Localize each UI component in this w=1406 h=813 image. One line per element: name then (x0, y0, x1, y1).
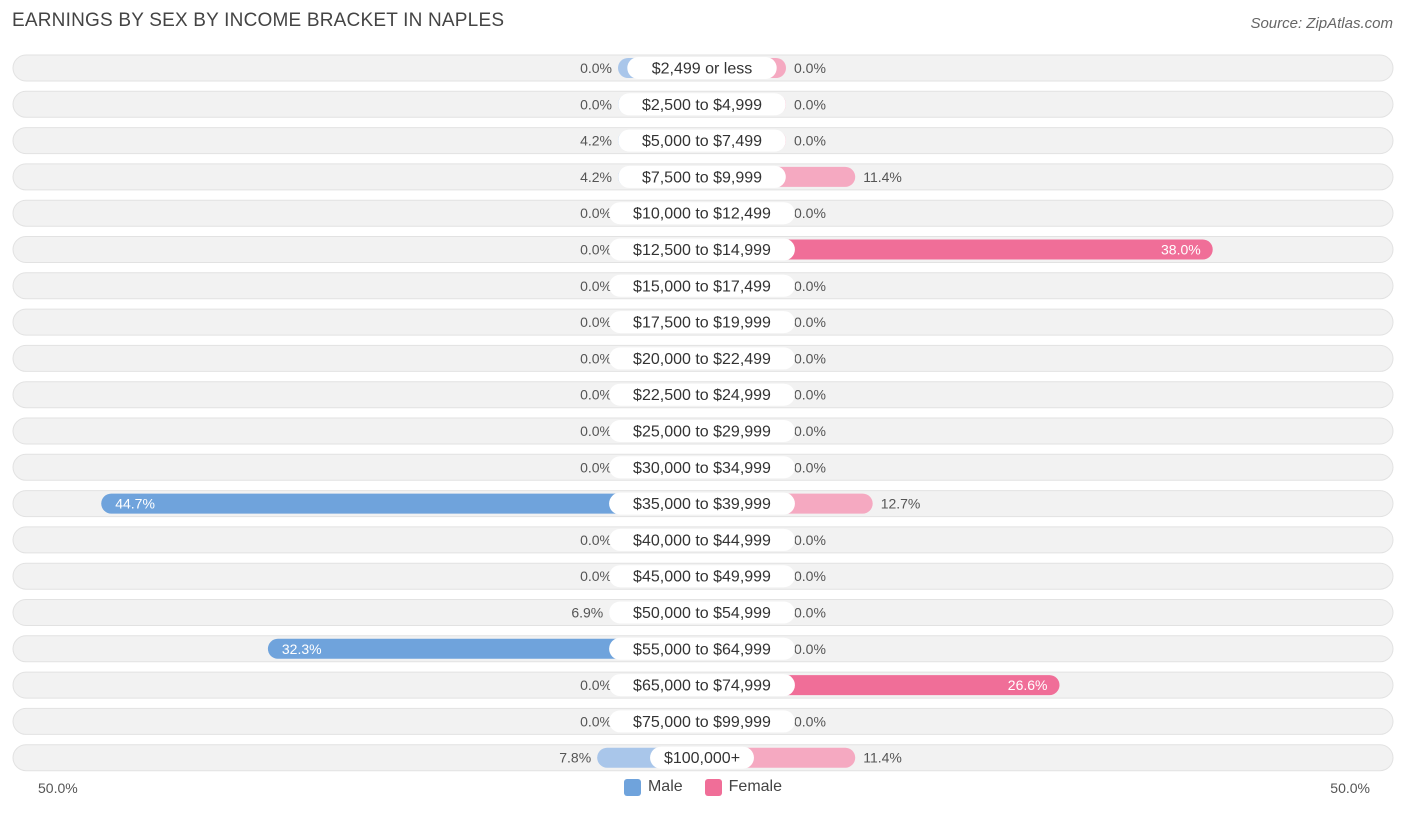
category-label-bg (609, 347, 795, 370)
male-value-label: 6.9% (571, 605, 603, 621)
legend-label-male: Male (647, 778, 683, 795)
male-value-label: 0.0% (580, 96, 612, 112)
category-label-bg (609, 383, 795, 406)
female-bar (702, 239, 1213, 260)
category-label-bg (609, 311, 795, 334)
male-value-label: 0.0% (580, 242, 612, 258)
legend-item-female[interactable]: Female (704, 778, 783, 796)
legend-swatch-male (623, 778, 641, 796)
category-label-bg (609, 456, 795, 479)
category-label-bg (609, 202, 795, 225)
category-label-bg (609, 492, 795, 515)
category-label: $40,000 to $44,999 (633, 532, 771, 549)
female-value-label: 11.4% (863, 750, 902, 766)
axis-label-right: 50.0% (1330, 780, 1370, 796)
female-value-label: 0.0% (794, 96, 826, 112)
category-label: $45,000 to $49,999 (633, 569, 771, 586)
legend-swatch-female (704, 778, 722, 796)
category-label-bg (609, 274, 795, 297)
chart-title: EARNINGS BY SEX BY INCOME BRACKET IN NAP… (12, 10, 505, 31)
female-value-label: 0.0% (794, 387, 826, 403)
category-label-bg (609, 420, 795, 442)
male-value-label: 32.3% (282, 641, 322, 657)
male-value-label: 0.0% (580, 677, 612, 693)
category-label: $22,500 to $24,999 (633, 387, 771, 404)
male-value-label: 0.0% (580, 532, 612, 548)
female-value-label: 11.4% (863, 169, 902, 185)
category-label-bg (609, 637, 795, 660)
axis-label-left: 50.0% (38, 780, 78, 796)
female-value-label: 0.0% (794, 278, 826, 294)
category-label: $15,000 to $17,499 (633, 278, 771, 295)
male-value-label: 4.2% (580, 133, 612, 149)
category-label: $12,500 to $14,999 (633, 242, 771, 259)
female-value-label: 38.0% (1161, 242, 1201, 258)
category-label: $5,000 to $7,499 (642, 133, 762, 150)
category-label: $17,500 to $19,999 (633, 315, 771, 332)
female-value-label: 0.0% (794, 713, 826, 729)
category-label: $55,000 to $64,999 (633, 641, 771, 658)
category-label: $100,000+ (664, 750, 740, 767)
legend: Male Female (0, 778, 1406, 796)
female-value-label: 0.0% (794, 641, 826, 657)
category-label: $2,499 or less (652, 61, 753, 78)
female-value-label: 0.0% (794, 568, 826, 584)
source-label: Source: ZipAtlas.com (1250, 15, 1393, 32)
female-value-label: 0.0% (794, 350, 826, 366)
category-label: $10,000 to $12,499 (633, 206, 771, 223)
male-value-label: 0.0% (580, 314, 612, 330)
chart-area: 0.0% 0.0% $2,499 or less 0.0% 0.0% $2,500 to … (12, 54, 1394, 772)
category-label-bg (609, 710, 795, 733)
female-value-label: 0.0% (794, 133, 826, 149)
male-bar (101, 493, 703, 514)
male-value-label: 0.0% (580, 459, 612, 475)
category-label: $75,000 to $99,999 (633, 714, 771, 731)
male-value-label: 0.0% (580, 568, 612, 584)
male-value-label: 0.0% (580, 205, 612, 221)
category-label-bg (609, 528, 795, 551)
category-label-bg (609, 601, 795, 624)
category-label: $50,000 to $54,999 (633, 605, 771, 622)
female-value-label: 0.0% (794, 205, 826, 221)
female-value-label: 0.0% (794, 314, 826, 330)
female-value-label: 12.7% (881, 496, 921, 512)
female-value-label: 26.6% (1008, 677, 1048, 693)
male-bar (267, 638, 702, 659)
legend-label-female: Female (728, 778, 783, 795)
category-label: $35,000 to $39,999 (633, 496, 771, 513)
category-label-bg (618, 165, 786, 188)
category-label-bg (618, 93, 786, 116)
category-label: $20,000 to $22,499 (633, 351, 771, 368)
category-label-bg (609, 238, 795, 261)
category-label-bg (650, 746, 754, 769)
male-value-label: 44.7% (115, 496, 155, 512)
category-label-bg (618, 129, 786, 152)
male-value-label: 0.0% (580, 387, 612, 403)
male-value-label: 0.0% (580, 350, 612, 366)
category-label: $7,500 to $9,999 (642, 169, 762, 186)
category-label: $2,500 to $4,999 (642, 97, 762, 114)
male-value-label: 0.0% (580, 423, 612, 439)
female-value-label: 0.0% (794, 605, 826, 621)
category-label-bg (609, 565, 795, 588)
male-value-label: 0.0% (580, 713, 612, 729)
legend-item-male[interactable]: Male (623, 778, 683, 796)
male-value-label: 0.0% (580, 278, 612, 294)
female-value-label: 0.0% (794, 532, 826, 548)
category-label-bg (609, 674, 795, 697)
female-value-label: 0.0% (794, 60, 826, 76)
female-value-label: 0.0% (794, 459, 826, 475)
category-label-bg (627, 57, 777, 79)
male-value-label: 4.2% (580, 169, 612, 185)
male-value-label: 7.8% (559, 750, 591, 766)
male-value-label: 0.0% (580, 60, 612, 76)
category-label: $25,000 to $29,999 (633, 424, 771, 441)
category-label: $30,000 to $34,999 (633, 460, 771, 477)
female-value-label: 0.0% (794, 423, 826, 439)
category-label: $65,000 to $74,999 (633, 678, 771, 695)
